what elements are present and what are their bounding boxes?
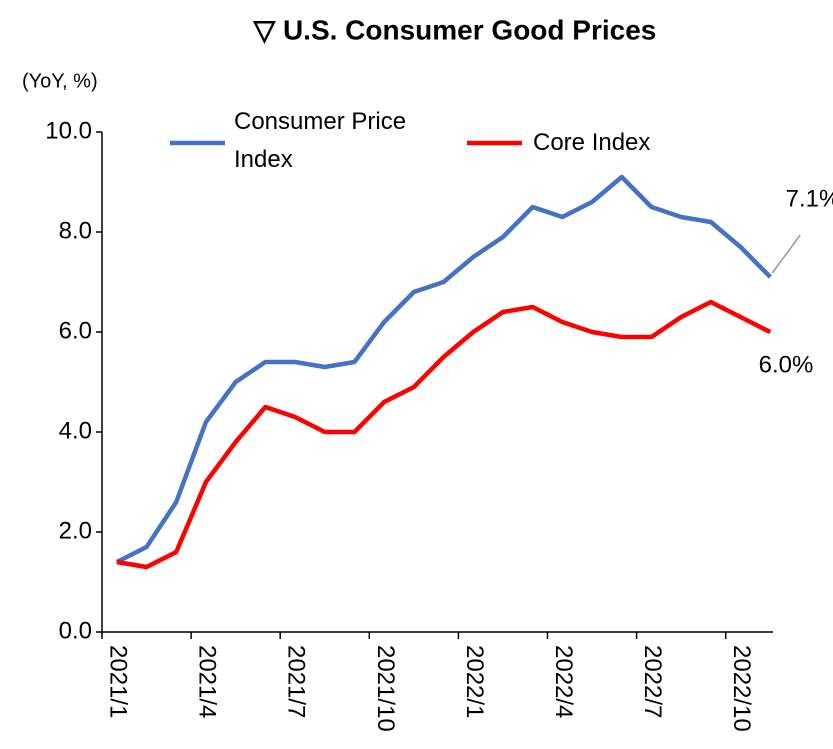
legend-label: Core Index (533, 129, 651, 156)
y-tick-label: 6.0 (59, 317, 92, 344)
x-tick-label: 2022/1 (461, 645, 488, 718)
x-tick-label: 2022/10 (728, 645, 755, 732)
series-line (116, 299, 772, 570)
x-tick-label: 2022/7 (639, 645, 666, 718)
y-tick-label: 8.0 (59, 217, 92, 244)
y-tick-label: 4.0 (59, 417, 92, 444)
x-tick-label: 2021/4 (194, 645, 221, 718)
x-tick-label: 2021/7 (283, 645, 310, 718)
x-tick-label: 2021/1 (105, 645, 132, 718)
data-label: 7.1% (786, 185, 833, 212)
series-line (115, 174, 772, 565)
y-tick-label: 10.0 (45, 117, 92, 144)
x-tick-label: 2021/10 (372, 645, 399, 732)
y-tick-label: 2.0 (59, 517, 92, 544)
y-axis-label: (YoY, %) (22, 70, 98, 92)
chart-title: ▽ U.S. Consumer Good Prices (253, 14, 657, 45)
x-tick-label: 2022/4 (550, 645, 577, 718)
leader-line (771, 234, 801, 274)
data-label: 6.0% (759, 351, 814, 378)
y-tick-label: 0.0 (59, 617, 92, 644)
legend-label: Consumer Price Index (234, 108, 407, 173)
